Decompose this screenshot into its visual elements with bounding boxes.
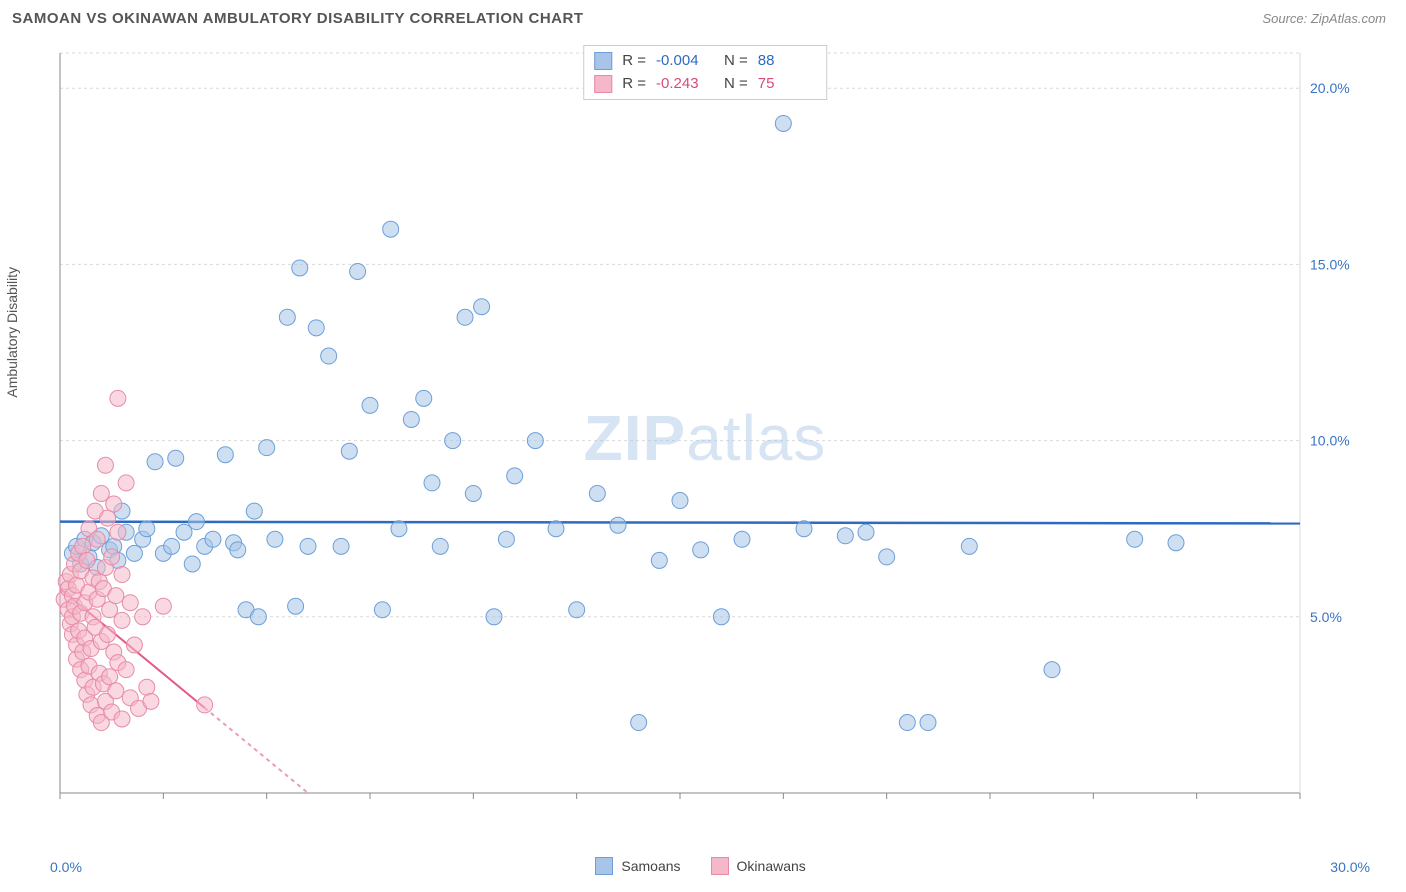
series-legend: Samoans Okinawans [595, 857, 805, 875]
series-legend-item: Okinawans [711, 857, 806, 875]
source-attribution: Source: ZipAtlas.com [1262, 11, 1386, 26]
svg-text:15.0%: 15.0% [1310, 256, 1350, 272]
legend-swatch [711, 857, 729, 875]
svg-text:20.0%: 20.0% [1310, 80, 1350, 96]
series-legend-item: Samoans [595, 857, 680, 875]
correlation-legend: R = -0.004N = 88R = -0.243N = 75 [583, 45, 827, 100]
legend-swatch [594, 52, 612, 70]
x-axis-max-label: 30.0% [1330, 859, 1370, 875]
correlation-row: R = -0.004N = 88 [594, 50, 816, 73]
correlation-row: R = -0.243N = 75 [594, 73, 816, 96]
legend-swatch [594, 75, 612, 93]
legend-swatch [595, 857, 613, 875]
y-axis-label: Ambulatory Disability [4, 267, 20, 398]
chart-title: SAMOAN VS OKINAWAN AMBULATORY DISABILITY… [12, 10, 584, 27]
chart-container: Ambulatory Disability 5.0%10.0%15.0%20.0… [20, 35, 1390, 875]
scatter-plot: 5.0% 10.0% 15.0% 20.0% [50, 43, 1370, 813]
x-axis-origin-label: 0.0% [50, 859, 82, 875]
svg-text:5.0%: 5.0% [1310, 609, 1342, 625]
svg-text:10.0%: 10.0% [1310, 433, 1350, 449]
